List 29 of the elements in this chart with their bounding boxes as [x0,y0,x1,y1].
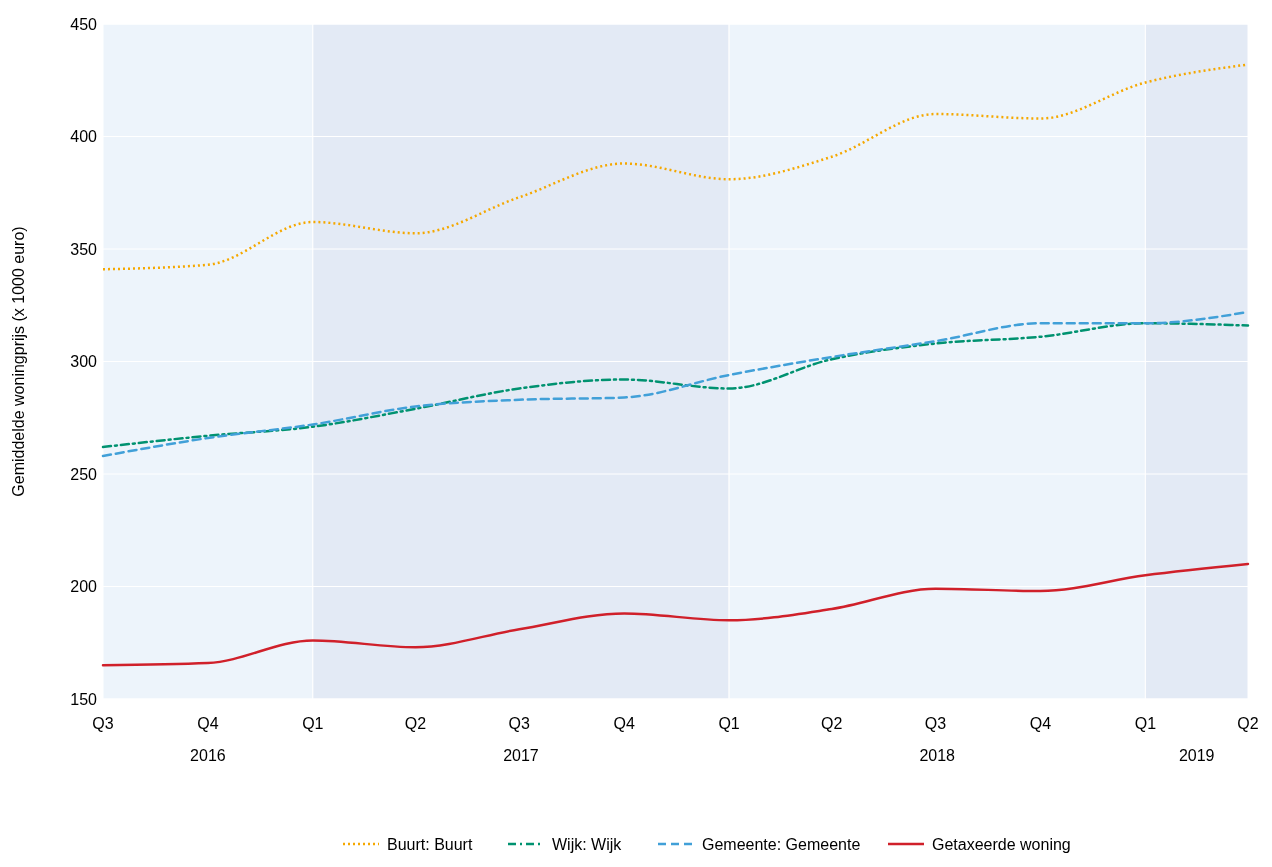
band-label: 2017 [503,747,539,764]
legend-label: Getaxeerde woning [932,836,1071,853]
x-tick-label: Q4 [1029,715,1052,732]
y-tick-label: 300 [70,353,98,371]
band-label: 2016 [190,747,226,764]
line-series [101,562,1250,667]
x-tick-label: Q3 [924,715,947,732]
y-tick-label: 400 [70,128,98,146]
legend-label: Gemeente: Gemeente [702,836,861,853]
x-tick-label: Q4 [197,715,219,732]
band-label: 2019 [1178,747,1215,764]
x-tick-label: Q2 [1237,715,1259,732]
y-tick-label: 200 [70,578,98,596]
x-tick-label: Q1 [1134,715,1157,732]
legend-label: Wijk: Wijk [552,836,623,853]
x-tick-label: Q2 [821,715,843,732]
legend-label: Buurt: Buurt [387,836,473,853]
band-label: 2018 [919,747,956,764]
x-tick-label: Q1 [302,715,324,732]
y-axis-title: Gemiddelde woningprijs (x 1000 euro) [10,226,27,497]
x-tick-label: Q1 [718,715,740,732]
x-tick-label: Q3 [508,715,531,732]
y-tick-label: 450 [70,15,98,33]
y-tick-label: 250 [70,465,98,483]
x-tick-label: Q2 [404,715,427,732]
x-tick-label: Q3 [92,715,114,732]
y-tick-label: 350 [70,240,98,258]
y-tick-label: 150 [70,690,98,708]
x-tick-label: Q4 [613,715,635,732]
